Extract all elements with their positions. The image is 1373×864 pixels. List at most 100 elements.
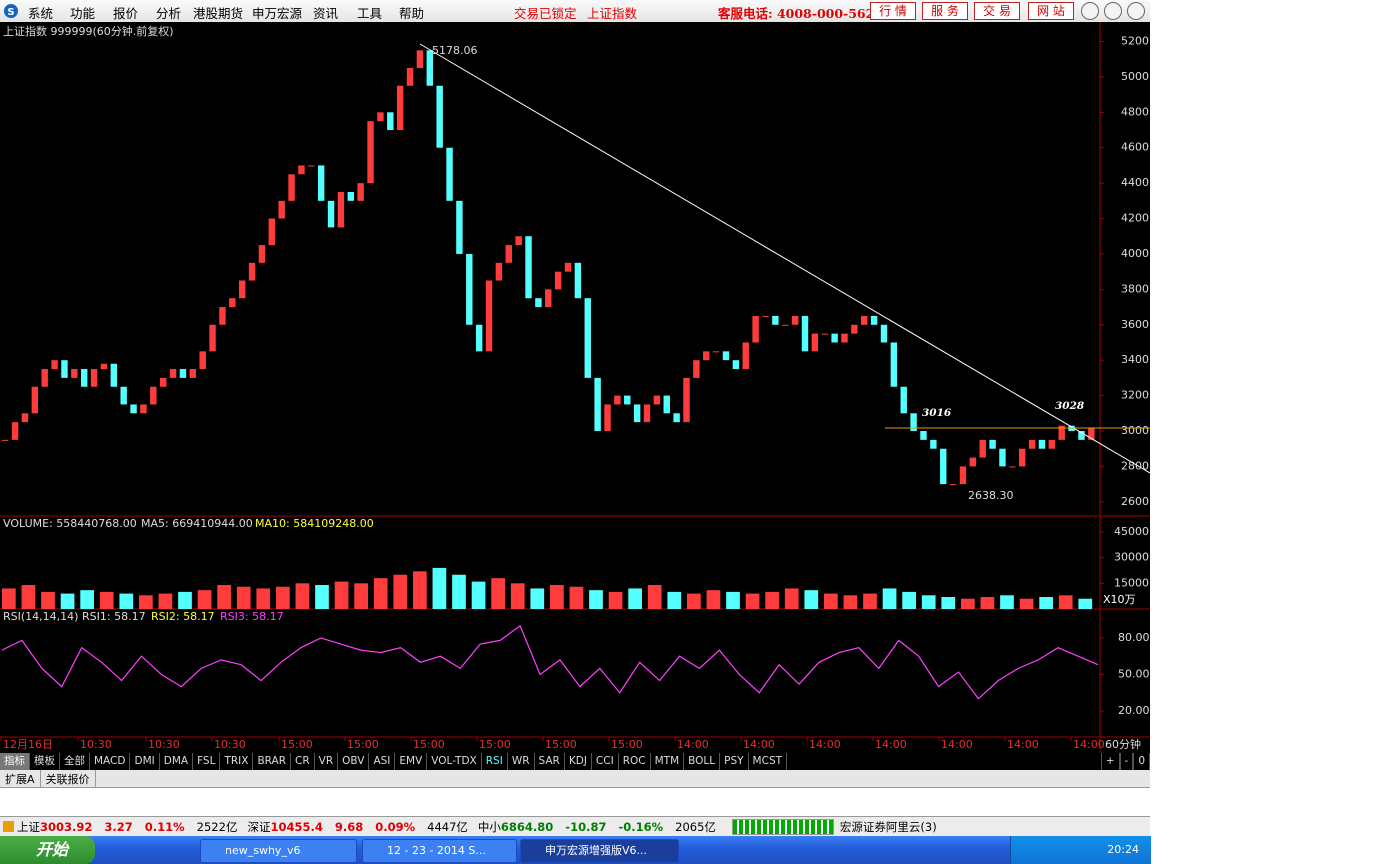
indicator-tab[interactable]: MTM: [651, 753, 685, 770]
start-button[interactable]: 开始: [0, 836, 95, 864]
candle: [811, 333, 819, 352]
candle: [772, 315, 779, 325]
tab-control[interactable]: -: [1119, 753, 1134, 770]
menu-item[interactable]: 资讯: [313, 6, 339, 21]
volume-bar: [256, 588, 271, 609]
candle: [762, 315, 769, 317]
indicator-tab[interactable]: EMV: [395, 753, 428, 770]
indicator-tab[interactable]: WR: [508, 753, 535, 770]
sub-tabs: 扩展A 关联报价: [0, 770, 1150, 788]
gauge: [731, 818, 834, 835]
menu-button[interactable]: 行 情: [870, 2, 916, 20]
indicator-tab[interactable]: ASI: [369, 753, 396, 770]
indicator-tab[interactable]: 模板: [30, 753, 60, 770]
candle: [594, 377, 601, 432]
sub-tab[interactable]: 关联报价: [41, 770, 96, 787]
indicator-tab[interactable]: VOL-TDX: [427, 753, 482, 770]
menu-item[interactable]: 功能: [70, 6, 96, 21]
menu-button[interactable]: 网 站: [1028, 2, 1074, 20]
volume-bar: [902, 591, 916, 609]
candle: [841, 333, 848, 343]
time-label: 14:00: [941, 738, 973, 751]
time-label: 14:00: [875, 738, 907, 751]
volume-bar: [706, 590, 721, 609]
sub-tab[interactable]: 扩展A: [0, 770, 41, 787]
window-control[interactable]: [1104, 2, 1122, 20]
candle: [989, 439, 996, 449]
indicator-tab[interactable]: FSL: [193, 753, 221, 770]
indicator-tab[interactable]: SAR: [535, 753, 565, 770]
candle: [199, 351, 206, 370]
menu-item[interactable]: 工具: [357, 6, 383, 21]
candle: [821, 333, 828, 335]
menu-item[interactable]: 港股期货: [193, 6, 244, 21]
time-label: 15:00: [281, 738, 313, 751]
indicator-tab[interactable]: BOLL: [684, 753, 721, 770]
tab-control[interactable]: +: [1100, 753, 1120, 770]
menu-button[interactable]: 服 务: [922, 2, 968, 20]
candle: [940, 448, 947, 485]
indicator-tab[interactable]: 指标: [0, 753, 30, 770]
indicator-tab[interactable]: BRAR: [253, 753, 291, 770]
window-control[interactable]: [1127, 2, 1145, 20]
candle: [633, 404, 641, 423]
indicator-tab[interactable]: CCI: [592, 753, 619, 770]
menu-item[interactable]: 系统: [28, 6, 54, 21]
task-button[interactable]: 12 - 23 - 2014 S...: [362, 839, 517, 863]
volume-bar: [41, 591, 55, 609]
volume-bar: [197, 590, 212, 609]
indicator-tab[interactable]: RSI: [482, 753, 508, 770]
indicator-tab[interactable]: MCST: [749, 753, 788, 770]
candle: [377, 112, 384, 122]
volume-bar: [60, 593, 75, 609]
indicator-tab[interactable]: 全部: [60, 753, 90, 770]
indicator-tab[interactable]: MACD: [90, 753, 131, 770]
svg-text:S: S: [7, 7, 14, 18]
indicator-tab[interactable]: PSY: [720, 753, 749, 770]
volume-bar: [667, 591, 682, 609]
indicator-tab[interactable]: CR: [291, 753, 315, 770]
candle: [1048, 439, 1056, 449]
menu-item[interactable]: 申万宏源: [252, 6, 303, 21]
task-button[interactable]: 申万宏源增强版V6...: [520, 839, 679, 863]
candle: [693, 360, 700, 378]
candle: [387, 112, 394, 131]
volume-bar: [1019, 598, 1034, 609]
volume-bar: [393, 574, 408, 609]
candle: [209, 324, 216, 352]
menu-item[interactable]: 分析: [156, 6, 182, 21]
volume-bar: [745, 593, 760, 609]
volume-bar: [236, 586, 251, 609]
tab-control[interactable]: 0: [1133, 753, 1150, 770]
window-control[interactable]: [1081, 2, 1099, 20]
index-amount: 2522亿: [196, 819, 238, 834]
annotation-high: 5178.06: [432, 44, 478, 57]
candle: [890, 342, 898, 387]
indicator-tab[interactable]: TRIX: [220, 753, 254, 770]
volume-bar: [510, 583, 525, 609]
candle: [317, 165, 325, 201]
indicator-tab[interactable]: DMI: [130, 753, 160, 770]
menu-button[interactable]: 交 易: [974, 2, 1020, 20]
indicator-tab[interactable]: VR: [315, 753, 339, 770]
indicator-tab[interactable]: DMA: [160, 753, 194, 770]
candle: [545, 289, 552, 308]
indicator-tab[interactable]: ROC: [619, 753, 651, 770]
candle: [140, 404, 147, 414]
task-button[interactable]: new_swhy_v6: [200, 839, 357, 863]
y-tick-label: 5000: [1121, 70, 1149, 83]
indicator-tab[interactable]: OBV: [338, 753, 370, 770]
time-label: 15:00: [347, 738, 379, 751]
index-pct: 0.11%: [144, 819, 185, 834]
menu-item[interactable]: 报价: [113, 6, 139, 21]
candle: [436, 85, 443, 148]
candle: [712, 351, 720, 353]
indicator-tab[interactable]: KDJ: [565, 753, 592, 770]
y-tick-label: 3200: [1121, 389, 1149, 402]
menu-item[interactable]: 帮助: [399, 6, 425, 21]
candle: [930, 439, 937, 449]
volume-bar: [530, 588, 545, 609]
index-price: 10455.4: [270, 819, 323, 834]
volume-ma5: MA5: 669410944.00: [141, 517, 253, 530]
